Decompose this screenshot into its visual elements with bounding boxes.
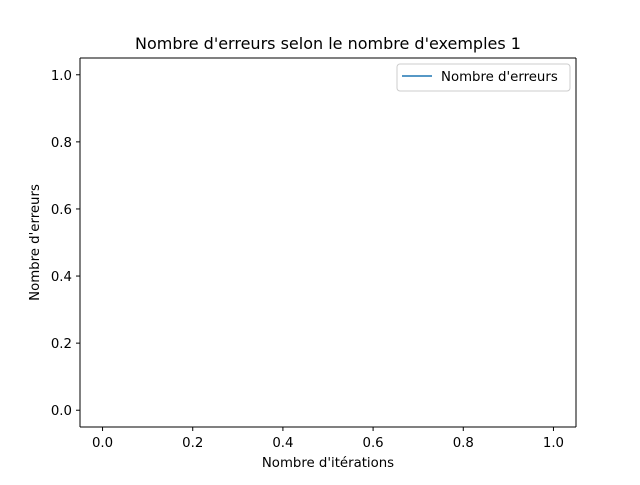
legend-label: Nombre d'erreurs — [441, 70, 558, 85]
y-tick-label: 0.4 — [51, 270, 72, 285]
y-tick-label: 0.2 — [51, 337, 72, 352]
x-tick-label: 0.2 — [182, 436, 203, 451]
x-tick-label: 0.4 — [272, 436, 293, 451]
x-tick-label: 0.6 — [363, 436, 384, 451]
y-tick-label: 0.8 — [51, 136, 72, 151]
x-axis-ticks: 0.0 0.2 0.4 0.6 0.8 1.0 — [92, 427, 564, 451]
y-axis-ticks: 0.0 0.2 0.4 0.6 0.8 1.0 — [51, 69, 80, 419]
x-axis-label: Nombre d'itérations — [262, 455, 394, 471]
x-tick-label: 0.8 — [453, 436, 474, 451]
y-axis-label: Nombre d'erreurs — [28, 184, 43, 301]
legend: Nombre d'erreurs — [396, 63, 571, 92]
plot-area — [80, 58, 576, 427]
y-tick-label: 0.0 — [51, 404, 72, 419]
x-tick-label: 0.0 — [92, 436, 113, 451]
x-tick-label: 1.0 — [543, 436, 564, 451]
legend-box — [396, 63, 571, 92]
y-tick-label: 0.6 — [51, 203, 72, 218]
y-tick-label: 1.0 — [51, 69, 72, 84]
chart-title: Nombre d'erreurs selon le nombre d'exemp… — [135, 34, 521, 53]
